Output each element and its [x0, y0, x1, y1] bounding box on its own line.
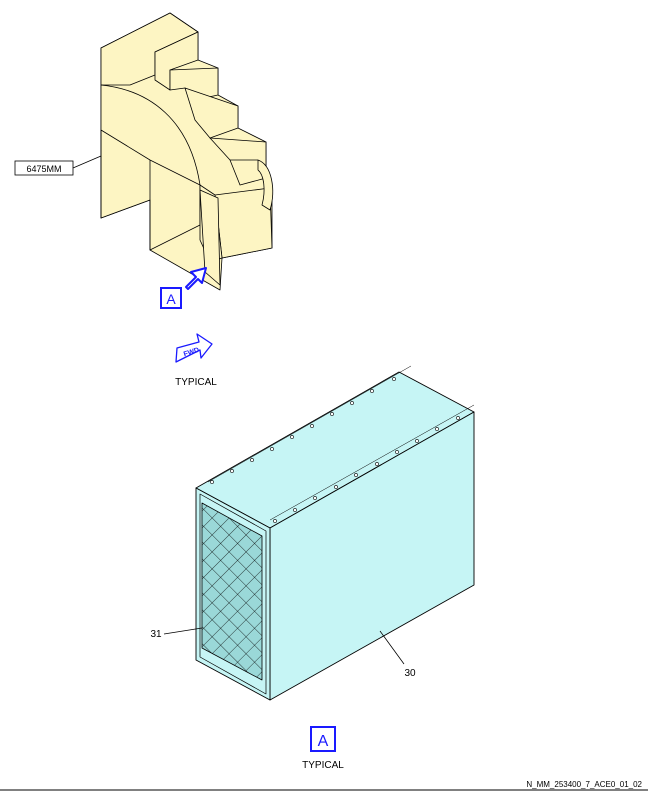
typical-label-top: TYPICAL [175, 377, 217, 388]
svg-text:A: A [166, 291, 176, 307]
callout-30: 30 [379, 630, 416, 679]
svg-text:FWD: FWD [183, 347, 200, 359]
filter-mesh [201, 502, 263, 681]
svg-text:30: 30 [404, 668, 416, 679]
zone-callout: 6475MM [14, 155, 102, 176]
svg-text:31: 31 [150, 629, 162, 640]
svg-text:6475MM: 6475MM [26, 164, 61, 174]
typical-label-bottom: TYPICAL [302, 760, 344, 771]
svg-text:A: A [318, 733, 329, 750]
callout-31: 31 [150, 627, 203, 640]
view-arrow-icon [185, 267, 207, 290]
filter-housing [195, 365, 475, 701]
view-marker-top: A [160, 287, 182, 309]
drawing-id: N_MM_253400_7_ACE0_01_02 [526, 780, 642, 789]
view-marker-bottom: A [310, 726, 336, 752]
aircraft-structure-location-view [100, 12, 274, 291]
fwd-arrow-icon: FWD [175, 333, 213, 363]
housing-fastener-dots [210, 377, 460, 523]
